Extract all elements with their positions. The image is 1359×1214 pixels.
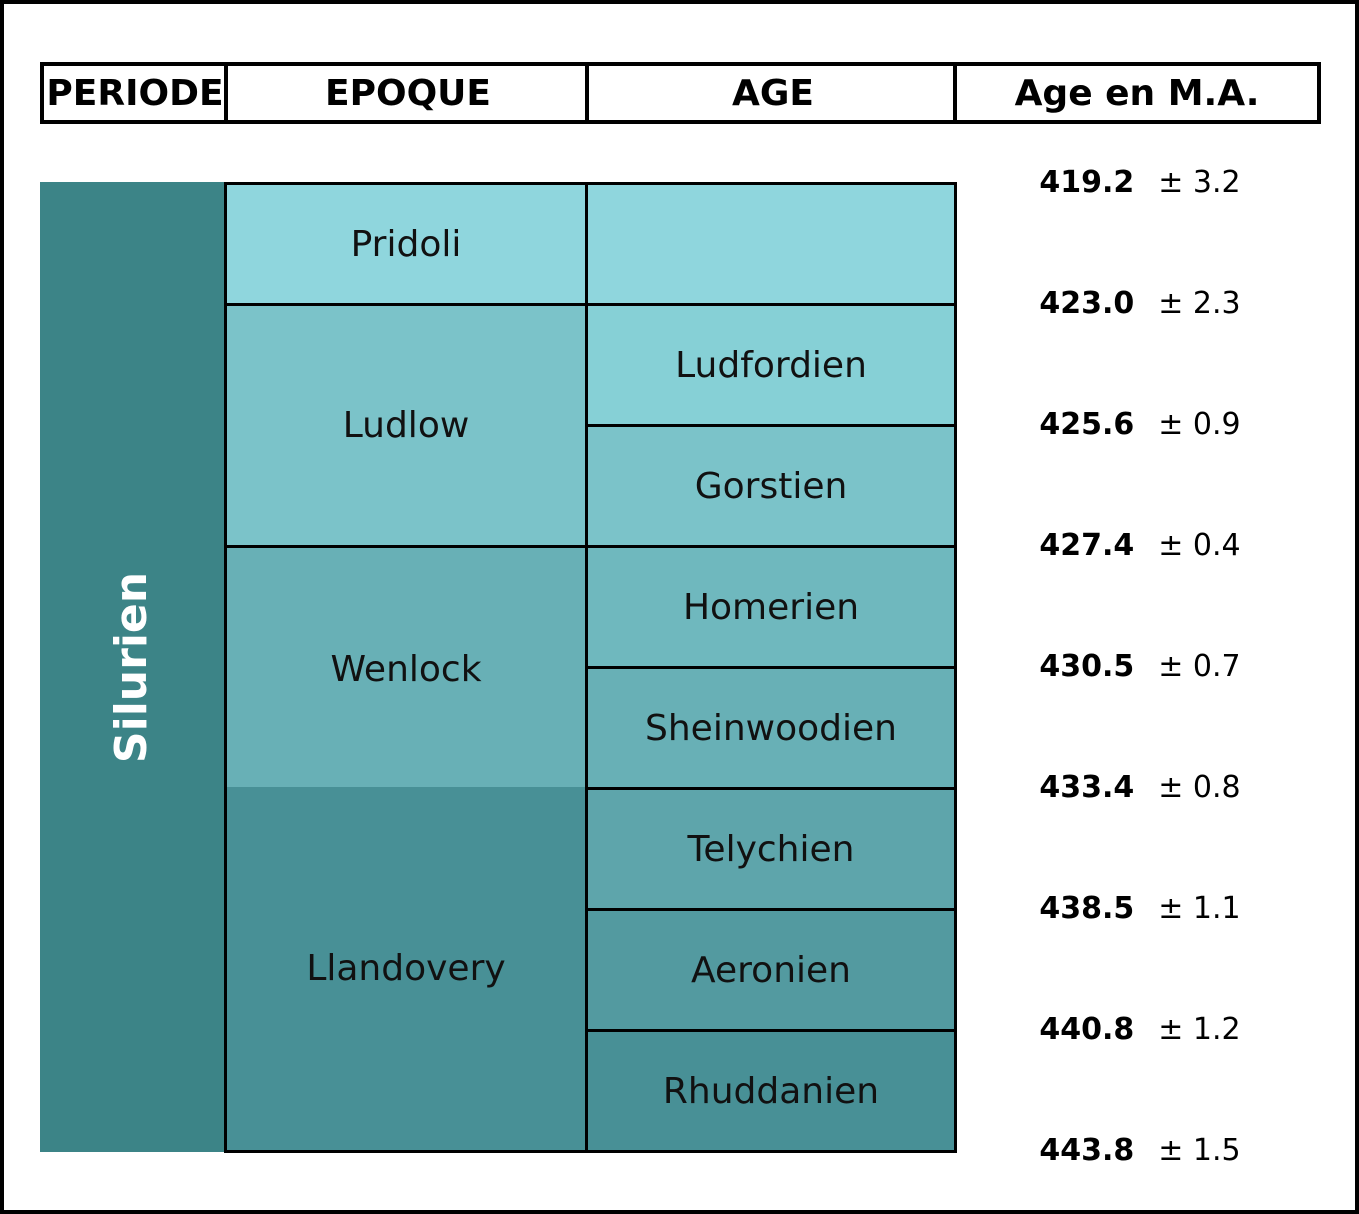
epoch-label: Ludlow (342, 405, 470, 446)
stage-cell: Aeronien (585, 908, 957, 1032)
age-boundary: 423.0 ± 2.3 (1000, 283, 1280, 323)
epoch-label: Wenlock (330, 648, 482, 690)
header-epoque: EPOQUE (224, 62, 588, 124)
stage-cell (585, 182, 957, 306)
age-uncertainty: ± 2.3 (1158, 285, 1241, 321)
header-age-ma: Age en M.A. (953, 62, 1321, 124)
age-value: 440.8 (1039, 1011, 1135, 1047)
age-uncertainty: ± 0.9 (1158, 406, 1241, 442)
period-label: Silurien (106, 571, 158, 763)
epoch-cell: Llandovery (224, 787, 588, 1153)
epoch-label: Pridoli (350, 223, 462, 265)
age-value: 430.5 (1039, 648, 1135, 684)
age-value: 438.5 (1039, 890, 1135, 926)
age-value: 427.4 (1039, 527, 1135, 563)
age-boundary: 427.4 ± 0.4 (1000, 525, 1280, 565)
stage-cell: Sheinwoodien (585, 666, 957, 790)
age-uncertainty: ± 1.1 (1158, 890, 1241, 926)
stage-cell: Ludfordien (585, 303, 957, 427)
age-boundary: 443.8 ± 1.5 (1000, 1130, 1280, 1170)
age-value: 433.4 (1039, 769, 1135, 805)
header-periode: PERIODE (40, 62, 226, 124)
age-uncertainty: ± 1.5 (1158, 1132, 1241, 1168)
age-uncertainty: ± 3.2 (1158, 164, 1241, 200)
age-value: 423.0 (1039, 285, 1135, 321)
epoch-cell: Wenlock (224, 545, 588, 790)
age-boundary: 433.4 ± 0.8 (1000, 767, 1280, 807)
age-boundary: 425.6 ± 0.9 (1000, 404, 1280, 444)
stage-label: Aeronien (691, 949, 851, 991)
period-cell (40, 182, 226, 1152)
age-value: 443.8 (1039, 1132, 1135, 1168)
age-uncertainty: ± 1.2 (1158, 1011, 1241, 1047)
stage-cell: Rhuddanien (585, 1029, 957, 1153)
age-boundary: 419.2 ± 3.2 (1000, 162, 1280, 202)
age-boundary: 440.8 ± 1.2 (1000, 1009, 1280, 1049)
stage-label: Telychien (687, 828, 855, 870)
age-boundary: 430.5 ± 0.7 (1000, 646, 1280, 686)
epoch-label: Llandovery (306, 948, 506, 989)
stage-label: Ludfordien (675, 344, 867, 386)
age-uncertainty: ± 0.4 (1158, 527, 1241, 563)
stage-cell: Gorstien (585, 424, 957, 548)
stage-cell: Telychien (585, 787, 957, 911)
stage-cell: Homerien (585, 545, 957, 669)
period-label-wrap: Silurien (40, 182, 224, 1152)
stage-label: Homerien (682, 586, 860, 628)
age-value: 425.6 (1039, 406, 1135, 442)
epoch-cell: Pridoli (224, 182, 588, 306)
age-uncertainty: ± 0.7 (1158, 648, 1241, 684)
stage-label: Sheinwoodien (645, 707, 897, 749)
epoch-cell: Ludlow (224, 303, 588, 548)
header-age: AGE (585, 62, 957, 124)
stage-label: Rhuddanien (662, 1070, 880, 1112)
age-boundary: 438.5 ± 1.1 (1000, 888, 1280, 928)
age-value: 419.2 (1039, 164, 1135, 200)
stage-label: Gorstien (694, 465, 848, 507)
age-uncertainty: ± 0.8 (1158, 769, 1241, 805)
